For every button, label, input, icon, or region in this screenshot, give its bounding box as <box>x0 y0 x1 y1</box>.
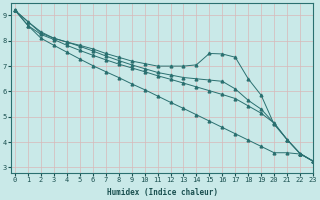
X-axis label: Humidex (Indice chaleur): Humidex (Indice chaleur) <box>107 188 218 197</box>
